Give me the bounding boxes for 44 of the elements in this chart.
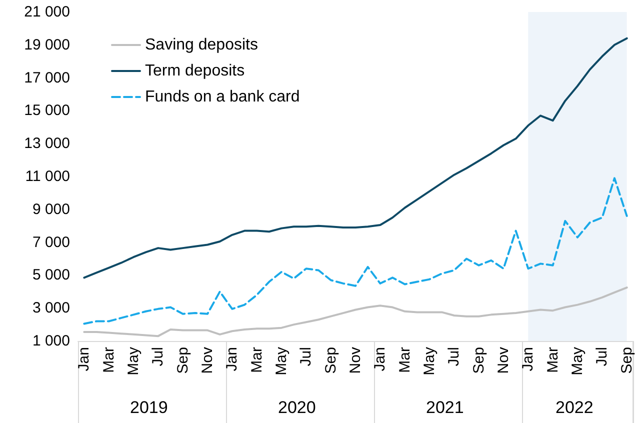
line-series xyxy=(83,177,628,325)
y-tick-label: 11 000 xyxy=(25,168,70,185)
legend-label: Term deposits xyxy=(145,62,245,80)
text: 2020 xyxy=(278,398,316,417)
x-tick-label: Jan xyxy=(372,347,389,372)
x-tick-label: Sep xyxy=(174,347,192,374)
y-tick-label: 19 000 xyxy=(24,36,70,54)
x-tick-label: May xyxy=(273,346,290,376)
x-tick-label: Jan xyxy=(520,347,537,372)
text: 2019 xyxy=(130,398,168,417)
legend-label: Funds on a bank card xyxy=(145,88,300,106)
x-tick-label: May xyxy=(125,346,142,376)
x-tick-label: Mar xyxy=(396,347,414,373)
x-tick-label: Jul xyxy=(150,347,167,366)
x-tick-label: Sep xyxy=(322,347,340,374)
legend-label: Saving deposits xyxy=(145,36,258,54)
y-tick-label: 17 000 xyxy=(24,69,70,86)
x-tick-label: Nov xyxy=(495,346,512,374)
y-tick-label: 5 000 xyxy=(32,266,70,284)
text: 2022 xyxy=(556,398,594,417)
y-tick-label: 15 000 xyxy=(24,102,70,120)
x-tick-label: Jul xyxy=(446,347,463,366)
line-series xyxy=(83,37,628,279)
x-tick-label: Sep xyxy=(470,347,488,374)
x-tick-label: Mar xyxy=(248,347,266,373)
y-tick-label: 3 000 xyxy=(32,300,70,317)
y-tick-label: 21 000 xyxy=(24,4,70,20)
y-tick-label: 1 000 xyxy=(32,332,70,350)
x-tick-label: Nov xyxy=(199,346,216,374)
x-tick-label: Jul xyxy=(298,347,315,366)
x-tick-label: May xyxy=(569,346,586,376)
x-tick-label: Nov xyxy=(347,346,364,374)
x-tick-label: Jan xyxy=(76,347,93,372)
y-tick-label: 7 000 xyxy=(32,234,70,251)
text: 2021 xyxy=(426,398,464,417)
x-tick-label: Sep xyxy=(618,347,636,374)
x-tick-label: Mar xyxy=(544,347,562,373)
y-tick-label: 9 000 xyxy=(32,200,70,218)
x-tick-label: May xyxy=(421,346,438,376)
line-series xyxy=(83,286,628,338)
y-tick-label: 13 000 xyxy=(24,135,70,152)
x-tick-label: Mar xyxy=(100,347,118,373)
x-tick-label: Jul xyxy=(594,347,611,366)
x-tick-label: Jan xyxy=(224,347,241,372)
